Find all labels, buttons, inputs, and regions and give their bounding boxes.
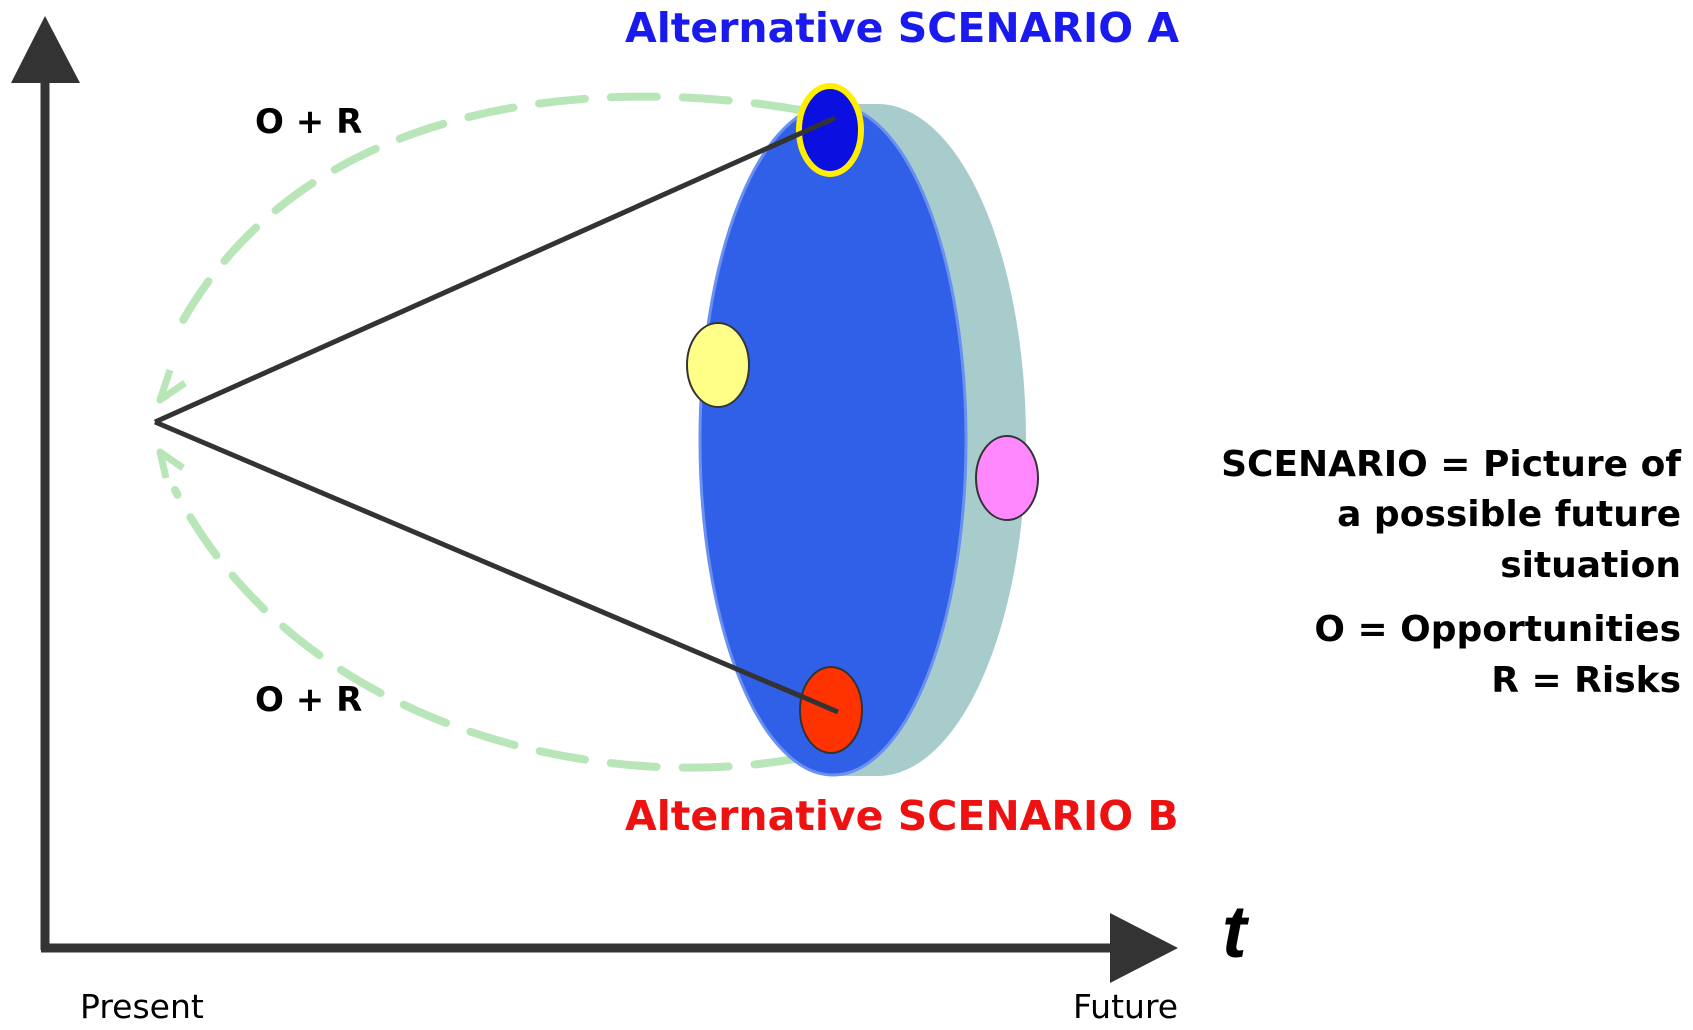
future-label: Future: [1073, 987, 1179, 1026]
funnel-line-bottom-end: [774, 682, 839, 715]
definition-line-1: SCENARIO = Picture of: [1221, 444, 1681, 485]
dashed-arc-top: [171, 92, 804, 339]
dashed-arc-top-arrowhead: [156, 368, 187, 404]
definition-line-3: situation: [1500, 544, 1681, 586]
present-label: Present: [80, 987, 204, 1026]
x-axis-arrowhead: [1110, 913, 1178, 983]
pink-marker: [975, 435, 1039, 521]
opportunities-risks-top-label: O + R: [255, 102, 363, 142]
funnel-line-top: [153, 115, 837, 425]
funnel-line-bottom: [154, 419, 839, 715]
scenario-b-title: Alternative SCENARIO B: [625, 792, 1179, 840]
dashed-arc-bottom: [171, 486, 804, 772]
key-line-opportunities: O = Opportunities: [1314, 609, 1681, 651]
opportunities-risks-bottom-label: O + R: [255, 680, 363, 720]
funnel-line-top-end: [768, 115, 837, 150]
dashed-arc-bottom-arrowhead: [156, 448, 185, 479]
definition-line-2: a possible future: [1337, 494, 1681, 536]
key-line-risks: R = Risks: [1491, 659, 1681, 701]
scenario-a-title: Alternative SCENARIO A: [625, 4, 1180, 52]
scenario-a-marker: [796, 83, 864, 177]
legend-block: SCENARIO = Picture of a possible future …: [1121, 440, 1681, 706]
y-axis-arrowhead: [11, 16, 80, 83]
time-axis-label: t: [1222, 890, 1247, 973]
yellow-marker: [686, 322, 750, 408]
